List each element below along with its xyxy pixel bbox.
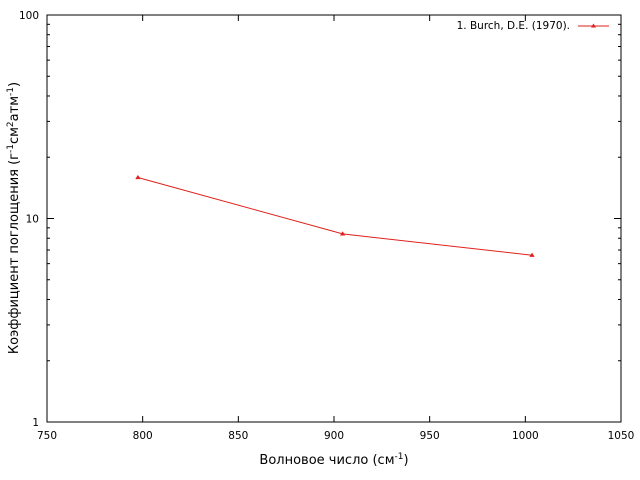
plot-frame: [46, 14, 622, 423]
data-point: [529, 252, 535, 257]
x-tick-label: 800: [133, 430, 153, 442]
axis-ticks: 750 800 850 900 950 1000 1050 1 10 100: [19, 10, 634, 442]
y-axis-title: Коэффициент поглощения (г-1см2атм-1): [6, 82, 22, 354]
x-tick-label: 900: [324, 430, 344, 442]
x-tick-label: 850: [228, 430, 248, 442]
series-line: [137, 177, 533, 256]
x-tick-label: 950: [420, 430, 440, 442]
y-tick-label: 1: [32, 417, 39, 429]
data-point: [135, 174, 141, 180]
x-tick-label: 1000: [512, 430, 539, 442]
x-axis-title: Волновое число (см-1): [259, 452, 408, 468]
y-tick-label: 100: [19, 10, 39, 22]
series-layer: [135, 174, 535, 257]
x-tick-label: 1050: [608, 430, 635, 442]
data-point: [340, 231, 346, 236]
y-tick-label: 10: [26, 214, 39, 226]
legend-entry-label: 1. Burch, D.E. (1970).: [457, 20, 570, 32]
legend: 1. Burch, D.E. (1970).: [457, 20, 609, 32]
x-tick-label: 750: [37, 430, 57, 442]
legend-entry-marker: [591, 23, 596, 28]
